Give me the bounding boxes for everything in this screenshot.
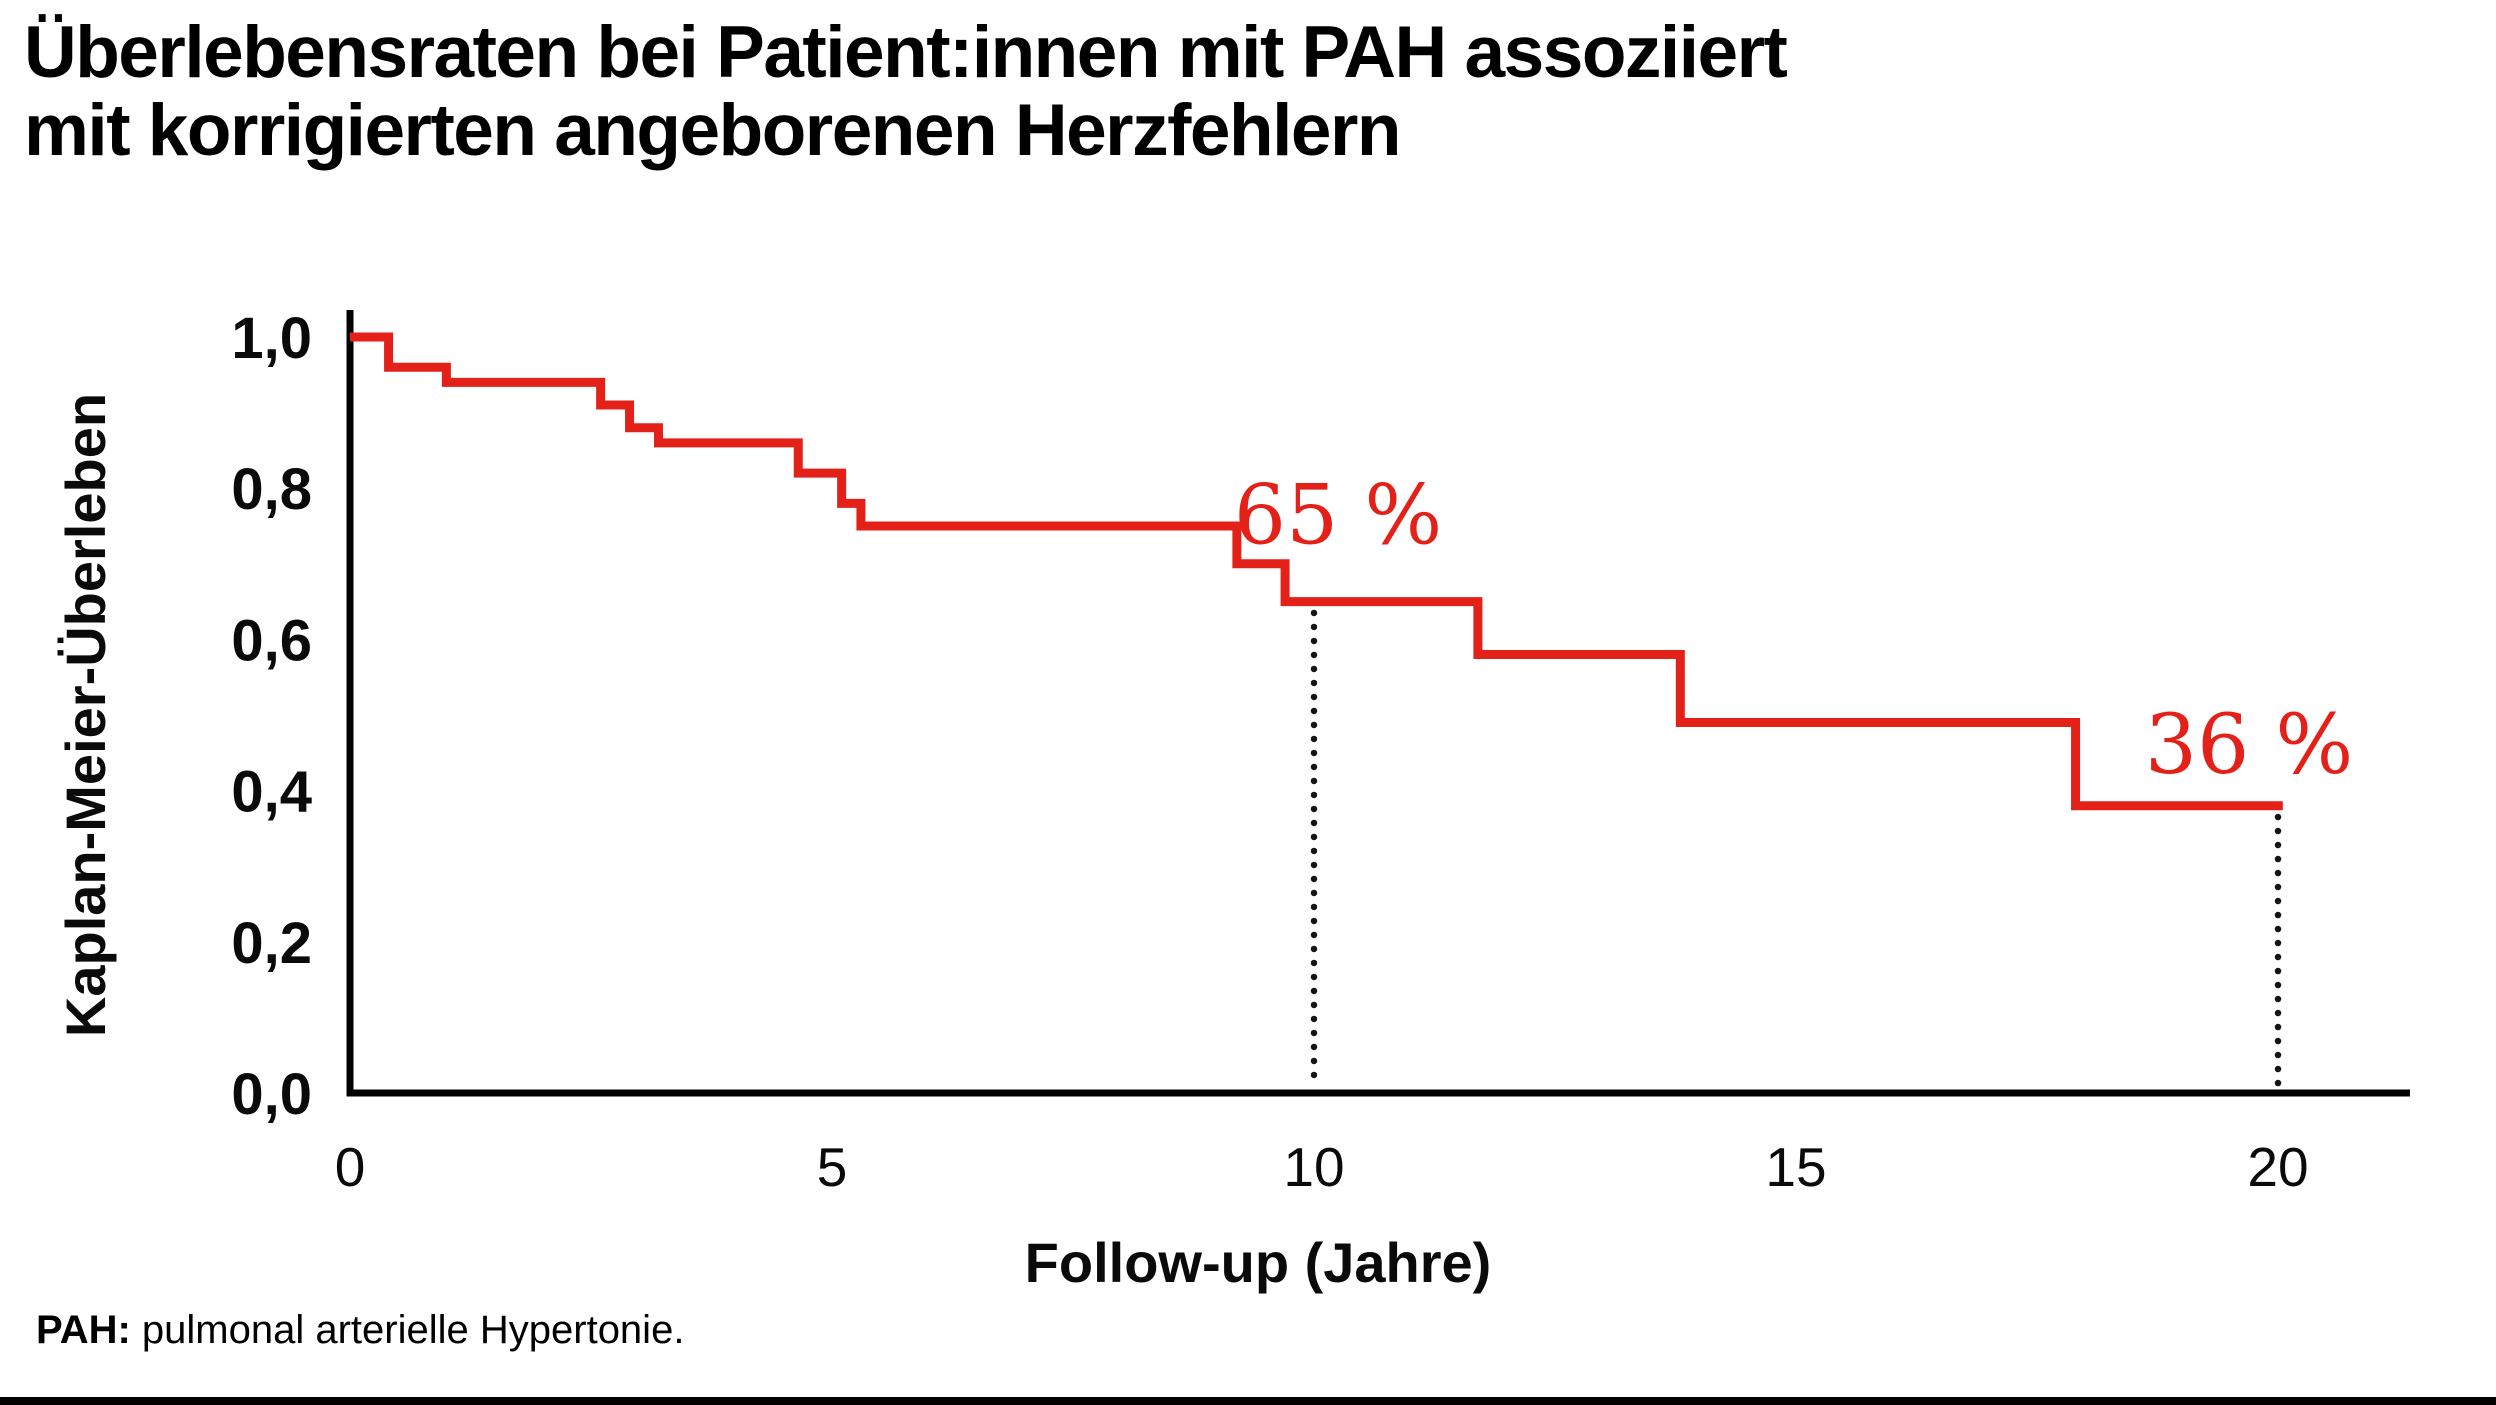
footnote: PAH: pulmonal arterielle Hypertonie. bbox=[36, 1308, 684, 1353]
x-tick-label-0: 0 bbox=[335, 1136, 366, 1198]
y-tick-label-1-0: 1,0 bbox=[231, 306, 312, 371]
chart-title-line2: mit korrigierten angeborenen Herzfehlern bbox=[24, 90, 1401, 172]
x-axis-title: Follow-up (Jahre) bbox=[1025, 1231, 1492, 1294]
chart-title-line1: Überlebensraten bei Patient:innen mit PA… bbox=[24, 12, 1788, 93]
chart-title: Überlebensraten bei Patient:innen mit PA… bbox=[24, 12, 1788, 172]
annotation-36pct: 36 % bbox=[2145, 698, 2353, 793]
y-tick-label-0-6: 0,6 bbox=[231, 608, 312, 673]
x-tick-label-20: 20 bbox=[2247, 1136, 2308, 1198]
x-tick-label-15: 15 bbox=[1765, 1136, 1826, 1198]
bottom-border-bar bbox=[0, 1397, 2496, 1405]
survival-step-curve bbox=[350, 332, 2283, 811]
x-tick-label-5: 5 bbox=[817, 1136, 848, 1198]
footnote-text: pulmonal arterielle Hypertonie. bbox=[130, 1308, 685, 1352]
annotation-65pct: 65 % bbox=[1234, 468, 1442, 563]
x-tick-label-10: 10 bbox=[1283, 1136, 1344, 1198]
footnote-term: PAH: bbox=[36, 1308, 131, 1352]
y-tick-label-0-8: 0,8 bbox=[231, 457, 312, 522]
y-tick-label-0-4: 0,4 bbox=[231, 760, 312, 825]
y-tick-label-0-0: 0,0 bbox=[231, 1062, 312, 1127]
y-tick-label-0-2: 0,2 bbox=[231, 911, 312, 976]
y-axis-title: Kaplan-Meier-Überleben bbox=[54, 393, 117, 1037]
